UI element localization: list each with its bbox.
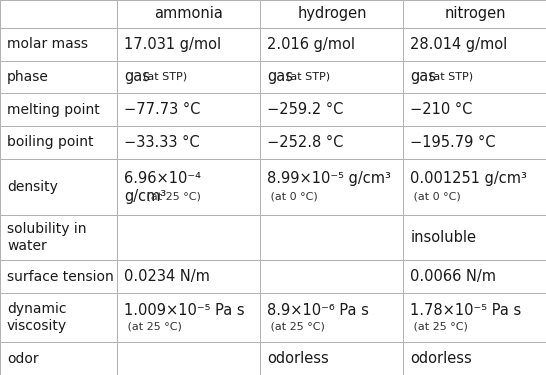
Text: density: density — [7, 180, 58, 194]
Text: 1.009×10⁻⁵ Pa s: 1.009×10⁻⁵ Pa s — [124, 303, 245, 318]
Text: gas: gas — [411, 69, 436, 84]
Text: 1.78×10⁻⁵ Pa s: 1.78×10⁻⁵ Pa s — [411, 303, 522, 318]
Text: (at 25 °C): (at 25 °C) — [411, 321, 468, 332]
Text: 6.96×10⁻⁴: 6.96×10⁻⁴ — [124, 171, 201, 186]
Text: (at 0 °C): (at 0 °C) — [268, 192, 318, 202]
Text: surface tension: surface tension — [7, 270, 114, 284]
Text: −210 °C: −210 °C — [411, 102, 473, 117]
Text: g/cm³: g/cm³ — [124, 189, 167, 204]
Text: (at 25 °C): (at 25 °C) — [124, 321, 182, 332]
Text: molar mass: molar mass — [7, 37, 88, 51]
Text: 28.014 g/mol: 28.014 g/mol — [411, 37, 508, 52]
Text: (at 25 °C): (at 25 °C) — [268, 321, 325, 332]
Text: ammonia: ammonia — [155, 6, 223, 21]
Text: phase: phase — [7, 70, 49, 84]
Text: (at STP): (at STP) — [136, 72, 187, 82]
Text: melting point: melting point — [7, 103, 100, 117]
Text: dynamic
viscosity: dynamic viscosity — [7, 302, 67, 333]
Text: (at STP): (at STP) — [279, 72, 330, 82]
Text: (at 25 °C): (at 25 °C) — [143, 192, 201, 202]
Text: nitrogen: nitrogen — [444, 6, 506, 21]
Text: 17.031 g/mol: 17.031 g/mol — [124, 37, 222, 52]
Text: 8.99×10⁻⁵ g/cm³: 8.99×10⁻⁵ g/cm³ — [268, 171, 391, 186]
Text: hydrogen: hydrogen — [297, 6, 367, 21]
Text: (at 0 °C): (at 0 °C) — [411, 192, 461, 202]
Text: −195.79 °C: −195.79 °C — [411, 135, 496, 150]
Text: −33.33 °C: −33.33 °C — [124, 135, 200, 150]
Text: (at STP): (at STP) — [422, 72, 473, 82]
Text: odorless: odorless — [411, 351, 472, 366]
Text: odorless: odorless — [268, 351, 329, 366]
Text: −259.2 °C: −259.2 °C — [268, 102, 344, 117]
Text: −252.8 °C: −252.8 °C — [268, 135, 344, 150]
Text: −77.73 °C: −77.73 °C — [124, 102, 201, 117]
Text: gas: gas — [124, 69, 150, 84]
Text: 0.0066 N/m: 0.0066 N/m — [411, 269, 496, 284]
Text: odor: odor — [7, 352, 39, 366]
Text: solubility in
water: solubility in water — [7, 222, 86, 253]
Text: 0.001251 g/cm³: 0.001251 g/cm³ — [411, 171, 527, 186]
Text: gas: gas — [268, 69, 293, 84]
Text: 8.9×10⁻⁶ Pa s: 8.9×10⁻⁶ Pa s — [268, 303, 369, 318]
Text: insoluble: insoluble — [411, 230, 477, 245]
Text: boiling point: boiling point — [7, 135, 93, 150]
Text: 0.0234 N/m: 0.0234 N/m — [124, 269, 210, 284]
Text: 2.016 g/mol: 2.016 g/mol — [268, 37, 355, 52]
